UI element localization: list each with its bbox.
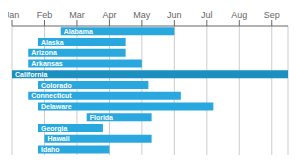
- svg-text:Aug: Aug: [231, 10, 247, 20]
- svg-text:Jun: Jun: [167, 10, 182, 20]
- svg-text:Georgia: Georgia: [41, 125, 68, 133]
- svg-text:Hawaii: Hawaii: [47, 135, 69, 142]
- svg-text:Arkansas: Arkansas: [31, 60, 63, 67]
- svg-text:California: California: [15, 71, 47, 78]
- svg-text:Alaska: Alaska: [41, 39, 64, 46]
- svg-text:Apr: Apr: [102, 10, 116, 20]
- svg-text:Sep: Sep: [264, 10, 280, 20]
- svg-text:Florida: Florida: [90, 114, 113, 121]
- svg-text:Delaware: Delaware: [41, 103, 72, 110]
- svg-text:Idaho: Idaho: [41, 146, 60, 153]
- svg-text:Feb: Feb: [37, 10, 53, 20]
- svg-text:Connecticut: Connecticut: [31, 92, 72, 99]
- svg-text:May: May: [133, 10, 151, 20]
- svg-text:Arizona: Arizona: [31, 49, 57, 56]
- svg-text:Alabama: Alabama: [64, 28, 93, 35]
- svg-text:Jul: Jul: [201, 10, 213, 20]
- svg-text:Colorado: Colorado: [41, 82, 72, 89]
- svg-text:Jan: Jan: [8, 10, 19, 20]
- svg-text:Mar: Mar: [69, 10, 85, 20]
